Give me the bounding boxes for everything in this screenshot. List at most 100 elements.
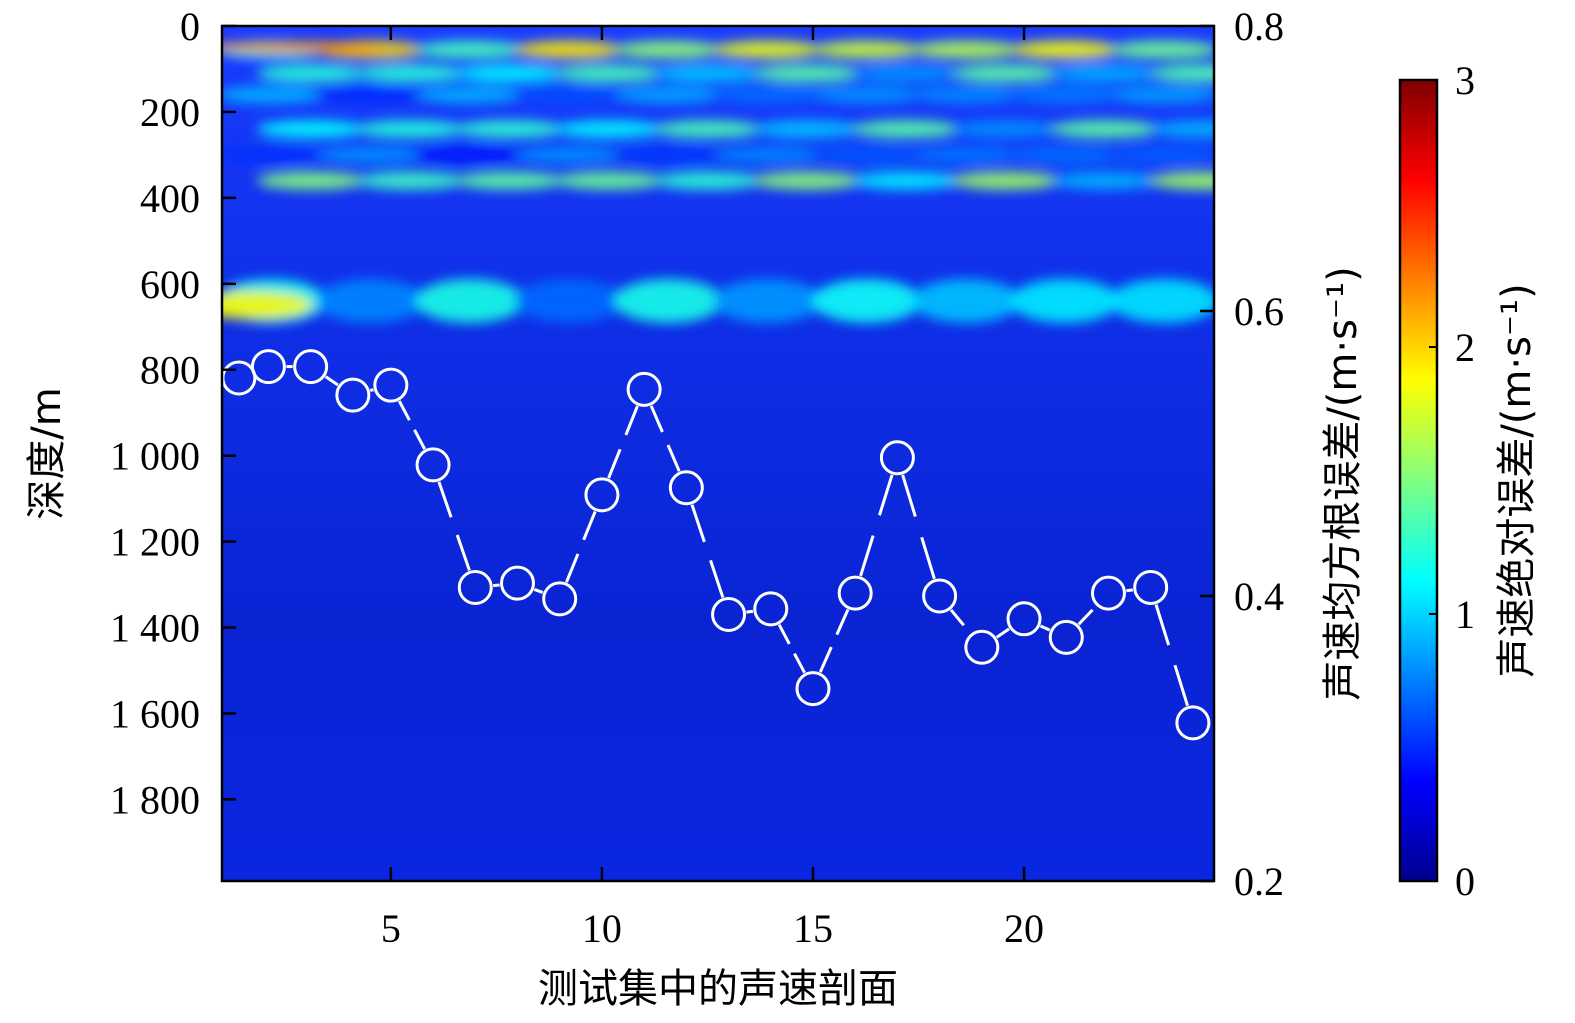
rmse-point <box>668 470 704 506</box>
colorbar-gradient <box>1398 78 1439 883</box>
heat-blob <box>355 171 466 190</box>
heat-blob <box>316 85 426 104</box>
heat-blob <box>1010 145 1120 164</box>
rmse-point <box>415 447 451 483</box>
colorbar-tick-label: 3 <box>1455 58 1475 103</box>
heat-blob <box>1109 278 1214 323</box>
heat-blob <box>1109 40 1214 59</box>
rmse-point <box>1048 619 1084 655</box>
heat-blob <box>1149 171 1214 190</box>
rmse-line-segment <box>746 609 754 614</box>
rmse-point <box>1175 705 1211 741</box>
rmse-line-segment <box>901 474 917 517</box>
rmse-line-segment <box>1154 604 1171 646</box>
rmse-line-segment <box>533 588 544 594</box>
y-axis: 0 200 400 600 800 1 000 1 200 1 400 1 600 1 800 <box>110 4 236 822</box>
rmse-series <box>222 349 1211 741</box>
heat-blob <box>256 120 366 139</box>
rmse-point <box>922 578 958 614</box>
rmse-line-segment <box>324 375 339 387</box>
heat-blob <box>752 120 862 139</box>
heat-blob <box>613 278 723 323</box>
heat-blob <box>455 171 565 190</box>
y2-tick-label: 0.2 <box>1234 859 1284 904</box>
rmse-line-segment <box>607 448 622 479</box>
heat-blob <box>455 120 565 139</box>
heat-blob <box>1010 85 1120 104</box>
heat-blob <box>713 85 823 104</box>
y2-tick-label: 0.6 <box>1234 289 1284 334</box>
rmse-line-segment <box>493 583 500 588</box>
y2-axis: 0.8 0.6 0.4 0.2 <box>1200 4 1284 904</box>
heat-blob <box>222 41 382 54</box>
colorbar-tick-label: 1 <box>1455 592 1475 637</box>
rmse-point <box>584 477 620 513</box>
heat-blob <box>415 40 525 59</box>
y-tick-label: 1 400 <box>110 606 200 651</box>
y-tick-label: 1 200 <box>110 520 200 565</box>
rmse-line-segment <box>835 609 850 636</box>
rmse-line-segment <box>920 536 936 580</box>
rmse-line-segment <box>624 405 639 436</box>
heat-blob <box>1109 85 1214 104</box>
rmse-line-segment <box>397 400 411 421</box>
heat-blob <box>415 278 525 323</box>
y2-tick-label: 0.8 <box>1234 4 1284 49</box>
heat-blob <box>713 145 823 164</box>
rmse-line-segment <box>793 652 806 674</box>
rmse-line-segment <box>709 559 725 598</box>
rmse-line-segment <box>582 510 597 541</box>
heat-blob <box>951 64 1061 83</box>
heat-blob <box>415 85 525 104</box>
heat-blob <box>713 40 823 59</box>
heatmap-background <box>222 26 1214 881</box>
rmse-line-segment <box>369 388 374 392</box>
heat-blob <box>554 64 664 83</box>
heat-blob <box>851 171 962 190</box>
rmse-line-segment <box>878 474 894 516</box>
colorbar-tick-label: 2 <box>1455 325 1475 370</box>
heat-blob <box>1050 120 1160 139</box>
y-tick-label: 0 <box>180 4 200 49</box>
rmse-point <box>879 440 915 476</box>
heat-blob <box>1149 120 1214 139</box>
x-tick-label: 10 <box>582 906 622 951</box>
rmse-line-segment <box>690 504 706 543</box>
heat-blob <box>514 278 624 323</box>
rmse-line-segment <box>1126 588 1134 593</box>
heat-blob <box>752 64 862 83</box>
heat-blob <box>812 85 922 104</box>
rmse-point <box>250 349 286 385</box>
heat-blob <box>851 64 962 83</box>
y2-axis-label: 声速均方根误差/(m·s⁻¹) <box>1320 266 1366 700</box>
rmse-point <box>626 371 662 407</box>
heat-blob <box>653 64 763 83</box>
rmse-line-segment <box>949 608 965 627</box>
heat-blob <box>851 120 962 139</box>
heat-blob <box>514 85 624 104</box>
rmse-point <box>795 671 831 707</box>
rmse-line-segment <box>1173 664 1189 707</box>
heat-blob <box>355 64 466 83</box>
y-tick-label: 200 <box>140 90 200 135</box>
y-tick-label: 600 <box>140 262 200 307</box>
rmse-point <box>1090 575 1126 611</box>
rmse-line-segment <box>818 646 833 673</box>
heat-blob <box>1010 278 1120 323</box>
y-tick-label: 800 <box>140 348 200 393</box>
heat-blob <box>653 120 763 139</box>
rmse-line-segment <box>1077 608 1094 626</box>
rmse-point <box>373 367 409 403</box>
heat-blob <box>613 145 723 164</box>
heatmap-field <box>222 26 1214 881</box>
rmse-line-segment <box>565 553 580 583</box>
heat-blob <box>1149 64 1214 83</box>
rmse-point <box>837 575 873 611</box>
heat-blob <box>613 85 723 104</box>
heat-blob <box>222 145 327 164</box>
heat-blob <box>1109 145 1214 164</box>
colorbar-label: 声速绝对误差/(m·s⁻¹) <box>1494 283 1540 677</box>
rmse-line-segment <box>777 624 791 645</box>
y-tick-label: 1 000 <box>110 434 200 479</box>
rmse-point <box>499 565 535 601</box>
